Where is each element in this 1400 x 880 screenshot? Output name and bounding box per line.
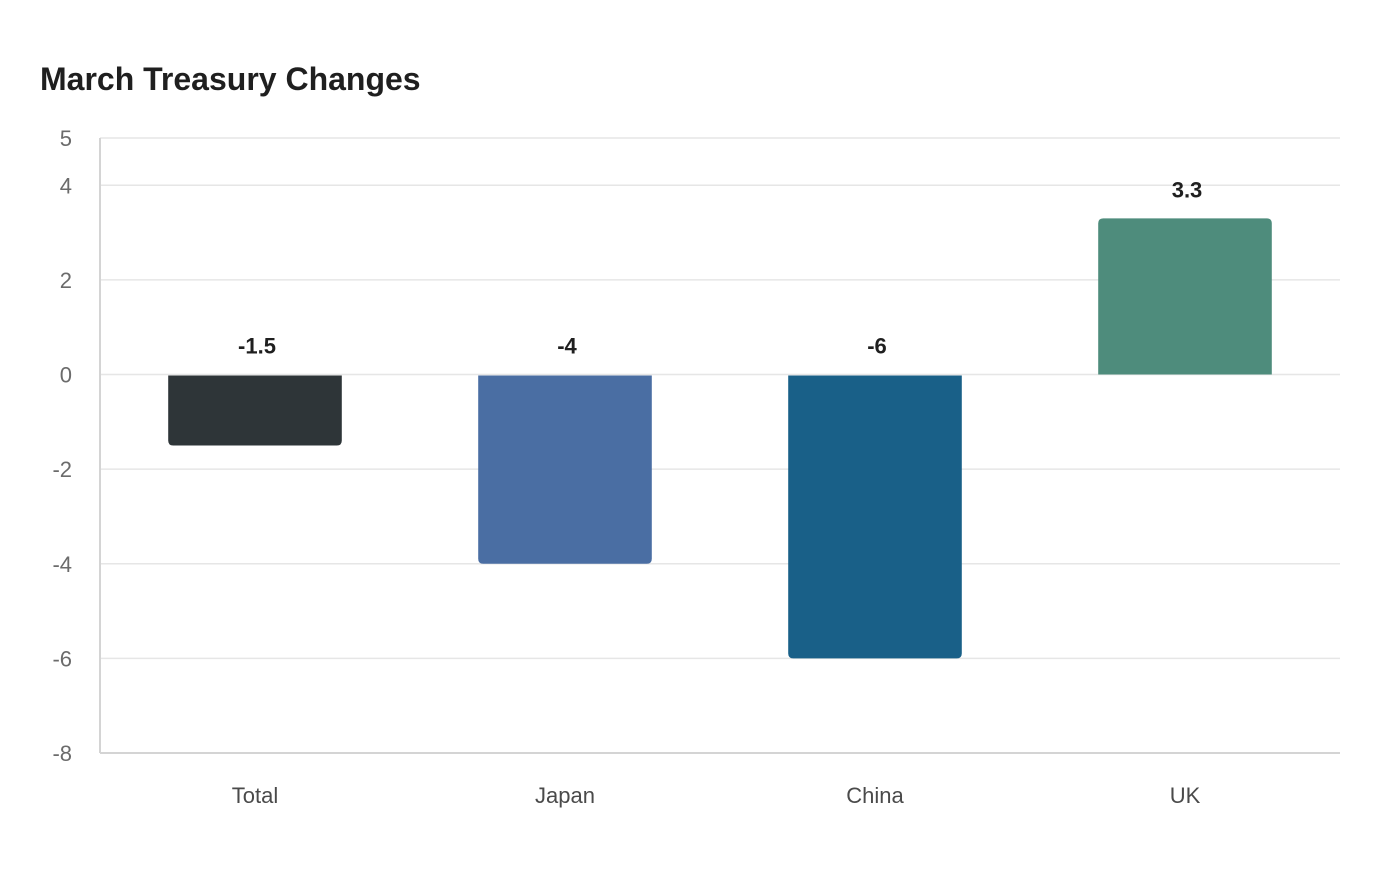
data-label: -1.5 bbox=[238, 334, 276, 359]
data-label: -6 bbox=[867, 334, 887, 359]
x-category-label: UK bbox=[1170, 783, 1201, 808]
chart-title: March Treasury Changes bbox=[40, 61, 421, 97]
bar-total bbox=[168, 375, 342, 446]
bar-uk bbox=[1098, 218, 1272, 375]
y-tick-label: 5 bbox=[60, 126, 72, 151]
x-category-label: China bbox=[846, 783, 904, 808]
bar-japan bbox=[478, 375, 652, 564]
y-tick-label: -2 bbox=[52, 457, 72, 482]
y-tick-label: 0 bbox=[60, 363, 72, 388]
labels: 5 4 2 0 -2 -4 -6 -8 -1.5 Total -4 Japan -6 China 3.3 UK bbox=[52, 126, 1202, 808]
data-label: -4 bbox=[557, 334, 577, 359]
y-tick-label: -8 bbox=[52, 741, 72, 766]
y-tick-label: 4 bbox=[60, 173, 72, 198]
axes bbox=[99, 138, 1340, 754]
bar-china bbox=[788, 375, 962, 659]
y-tick-label: -4 bbox=[52, 552, 72, 577]
x-category-label: Total bbox=[232, 783, 278, 808]
y-tick-label: -6 bbox=[52, 646, 72, 671]
x-category-label: Japan bbox=[535, 783, 595, 808]
gridlines bbox=[100, 137, 1340, 660]
bars bbox=[168, 218, 1272, 659]
data-label: 3.3 bbox=[1172, 177, 1203, 202]
y-tick-label: 2 bbox=[60, 268, 72, 293]
